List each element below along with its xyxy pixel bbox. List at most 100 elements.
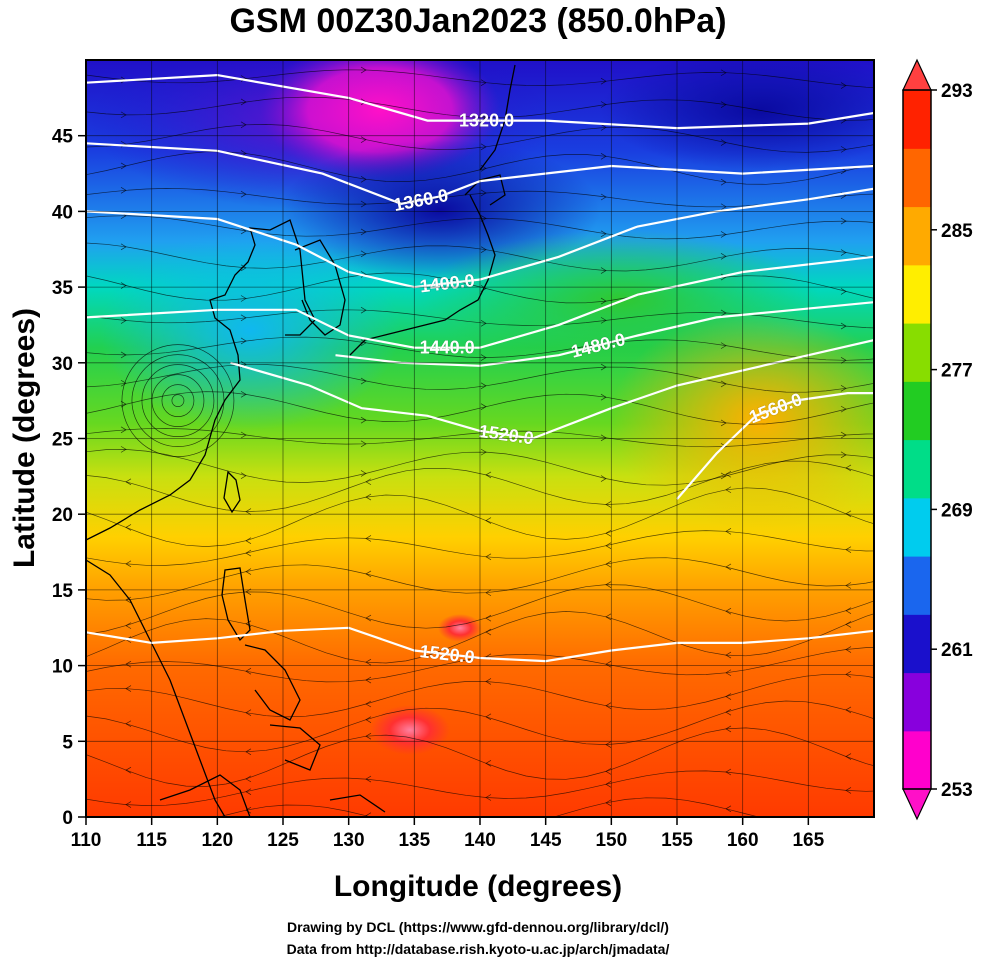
- streamline-arrow: [725, 693, 732, 700]
- cyclone-streamline: [121, 344, 235, 457]
- colorbar-extend-max: [902, 58, 932, 91]
- streamline-arrow: [480, 189, 487, 197]
- streamline-arrow: [725, 486, 732, 494]
- contour-line: [86, 142, 874, 205]
- streamline-arrow: [480, 246, 487, 253]
- cyclone-streamline: [131, 354, 225, 447]
- streamline-arrow: [840, 451, 847, 459]
- cold-northeast-navy: [600, 60, 874, 170]
- cool-west-cyan: [100, 230, 400, 430]
- colorbar-band: [903, 497, 931, 557]
- streamline-arrow: [360, 176, 367, 183]
- streamline-arrow: [240, 337, 247, 345]
- streamline-arrow: [360, 200, 367, 208]
- streamline-arrow: [600, 193, 607, 201]
- streamline-arrow: [365, 478, 372, 486]
- streamline-arrow: [720, 380, 727, 388]
- streamline-arrow: [605, 613, 612, 621]
- contour-line: [86, 255, 874, 349]
- streamline-arrow: [360, 339, 367, 347]
- streamline: [218, 797, 761, 817]
- streamline-arrow: [125, 660, 132, 668]
- streamline-arrow: [480, 382, 487, 390]
- colorbar-band: [903, 439, 931, 499]
- streamline-arrow: [600, 297, 607, 305]
- streamline-arrow: [240, 314, 247, 322]
- streamline-arrow: [605, 768, 612, 775]
- streamline-arrow: [725, 607, 732, 615]
- streamline-arrow: [120, 446, 127, 453]
- y-axis-label: Latitude (degrees): [8, 308, 41, 568]
- contour-line: [86, 73, 874, 130]
- streamline-arrow: [240, 264, 247, 272]
- streamline-arrow: [365, 614, 372, 622]
- streamline-arrow: [480, 320, 487, 327]
- streamline-arrow: [120, 317, 127, 324]
- streamline-arrow: [725, 470, 732, 478]
- y-tick-label: 45: [52, 127, 74, 148]
- colorbar-tick-label: 269: [941, 500, 973, 521]
- y-tick-label: 10: [52, 657, 73, 678]
- streamline-arrow: [600, 363, 607, 371]
- streamline-arrow: [840, 288, 847, 295]
- y-tick-label: 5: [62, 732, 73, 753]
- streamline-arrow: [125, 524, 132, 531]
- streamline-arrow: [125, 720, 132, 728]
- streamline-arrow: [725, 708, 732, 716]
- streamline-arrow: [720, 342, 727, 349]
- colorbar-band: [903, 323, 931, 382]
- y-tick-label: 35: [52, 278, 74, 299]
- streamline-arrow: [845, 510, 852, 518]
- streamline-arrow: [600, 77, 607, 85]
- colorbar-tick-label: 253: [941, 780, 973, 801]
- streamline-arrow: [120, 351, 127, 359]
- streamline-arrow: [480, 403, 487, 410]
- streamline-arrow: [360, 377, 367, 385]
- streamline-arrow: [240, 391, 247, 398]
- streamline-arrow: [360, 271, 367, 278]
- y-tick-label: 30: [52, 354, 73, 375]
- x-tick-label: 115: [136, 830, 167, 851]
- streamline-arrow: [245, 709, 252, 717]
- colorbar-band: [903, 672, 931, 732]
- y-tick-label: 0: [62, 808, 73, 829]
- coast-visayas: [244, 644, 301, 721]
- coast-borneo: [159, 774, 251, 817]
- colorbar-band: [903, 90, 931, 149]
- x-axis-ticks: 110 115 120 125 130 135 140 145 150 155 160 165: [71, 817, 825, 851]
- streamline-arrow: [245, 537, 252, 545]
- x-tick-label: 130: [333, 830, 365, 851]
- colorbar-band: [903, 730, 931, 790]
- coast-korea: [294, 239, 346, 336]
- streamline-arrow: [720, 101, 727, 108]
- streamline-arrow: [605, 660, 612, 668]
- streamline-arrow: [365, 812, 372, 817]
- x-tick-label: 135: [398, 830, 430, 851]
- streamline-arrow: [840, 82, 847, 89]
- y-tick-label: 20: [52, 505, 73, 526]
- streamline-arrow: [245, 775, 252, 783]
- streamline-arrow: [720, 139, 727, 146]
- streamline-arrow: [120, 187, 127, 194]
- colorbar-band: [903, 264, 931, 324]
- streamline-arrow: [485, 517, 492, 524]
- streamline-arrow: [840, 431, 847, 439]
- streamline-arrow: [245, 549, 252, 557]
- cyclone-streamline: [171, 394, 185, 407]
- colorbar: 253 261 269 277 285 293: [902, 58, 973, 821]
- streamline-arrow: [365, 535, 372, 542]
- colorbar-tick-label: 261: [941, 640, 973, 661]
- streamline-arrow: [125, 560, 132, 568]
- streamline-arrow: [240, 295, 247, 302]
- coast-mindanao: [269, 724, 321, 771]
- streamline-arrow: [125, 685, 132, 692]
- streamline-arrow: [600, 317, 607, 324]
- streamline-arrow: [605, 529, 612, 537]
- streamline-arrow: [125, 766, 132, 774]
- coast-taiwan: [223, 470, 241, 514]
- colorbar-band: [903, 614, 931, 674]
- x-tick-label: 145: [530, 830, 562, 851]
- streamline-arrow: [845, 546, 852, 553]
- streamline-arrow: [725, 669, 732, 677]
- streamline-arrow: [485, 589, 492, 597]
